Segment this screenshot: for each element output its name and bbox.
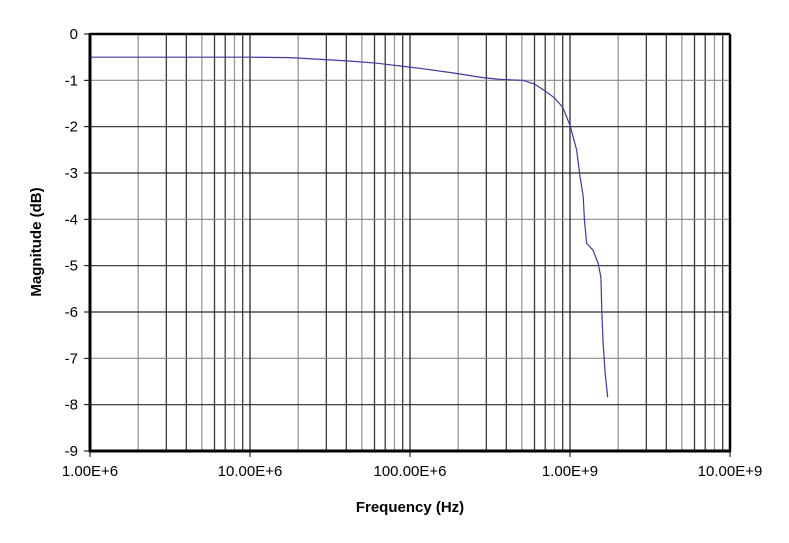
- x-tick-label: 1.00E+9: [542, 463, 598, 480]
- y-axis-ticks: 0 -1 -2 -3 -4 -5 -6 -7 -8 -9: [65, 26, 90, 460]
- x-tick-label: 1.00E+6: [62, 463, 118, 480]
- data-series: [90, 56, 609, 398]
- minor-vertical-gridlines: [137, 34, 724, 451]
- x-tick-label: 100.00E+6: [374, 463, 447, 480]
- magnitude-curve: [90, 56, 609, 398]
- y-tick-label: -1: [65, 72, 78, 89]
- y-tick-label: -3: [65, 165, 78, 182]
- y-tick-label: -4: [65, 211, 78, 228]
- x-tick-label: 10.00E+9: [698, 463, 763, 480]
- y-tick-label: -8: [65, 397, 78, 414]
- y-tick-label: -5: [65, 258, 78, 275]
- y-tick-label: -2: [65, 119, 78, 136]
- y-tick-label: -7: [65, 350, 78, 367]
- y-axis-title: Magnitude (dB): [28, 187, 45, 296]
- y-tick-label: 0: [70, 26, 78, 43]
- y-tick-label: -9: [65, 443, 78, 460]
- x-axis-title: Frequency (Hz): [356, 499, 464, 516]
- x-axis-ticks: 1.00E+6 10.00E+6 100.00E+6 1.00E+9 10.00E+9: [62, 451, 762, 480]
- y-tick-label: -6: [65, 304, 78, 321]
- x-tick-label: 10.00E+6: [218, 463, 283, 480]
